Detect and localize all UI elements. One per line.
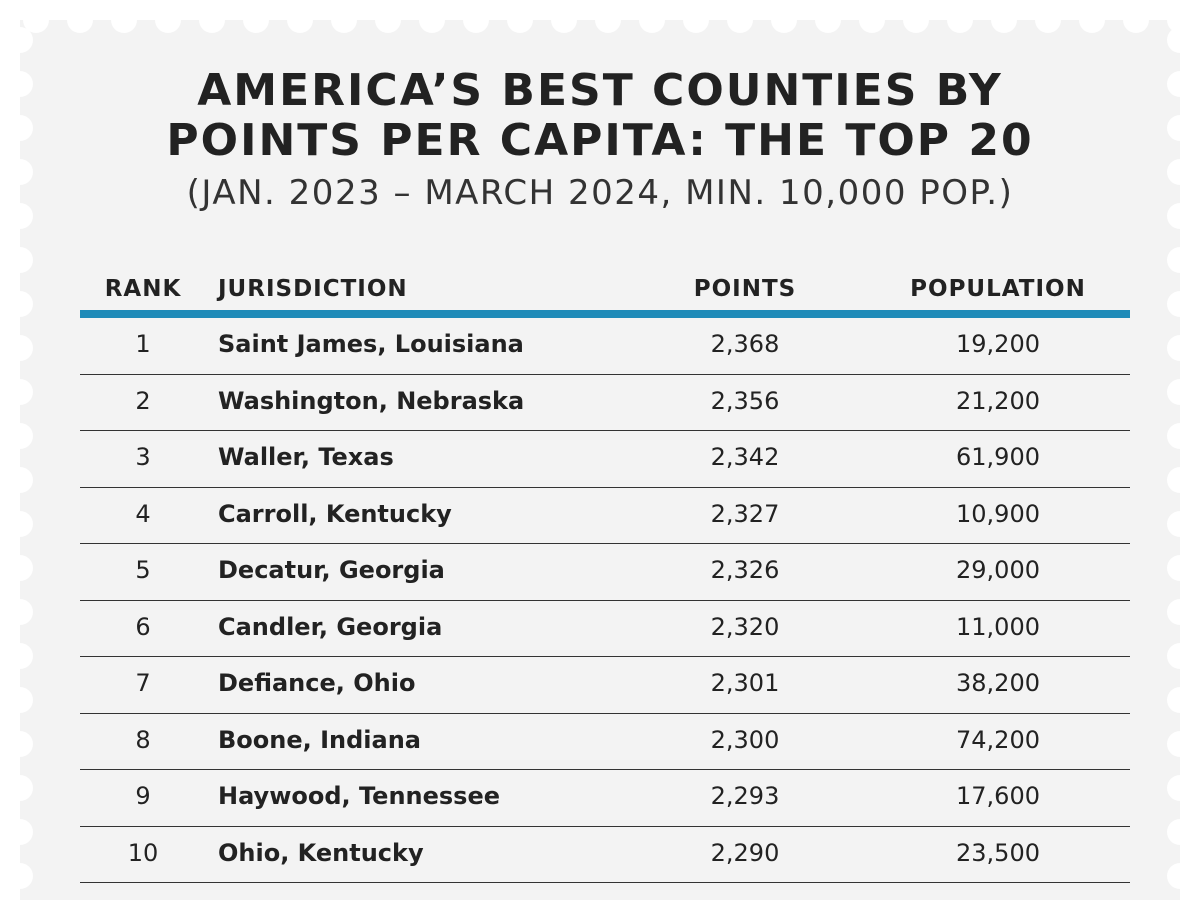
cell-rank: 7 <box>135 669 151 697</box>
cell-population: 11,000 <box>956 612 1040 641</box>
cell-jurisdiction: Carroll, Kentucky <box>218 499 452 528</box>
cell-rank: 8 <box>135 725 151 754</box>
cell-jurisdiction: Boone, Indiana <box>218 725 422 754</box>
cell-points: 2,290 <box>710 838 780 867</box>
cell-points: 2,327 <box>710 499 780 528</box>
cell-jurisdiction: Waller, Texas <box>218 443 394 471</box>
table-row: 3 Waller, Texas 2,342 61,900 <box>80 431 1130 488</box>
header-rank: RANK <box>104 276 182 302</box>
cell-rank: 10 <box>127 838 159 867</box>
cell-population: 23,500 <box>956 838 1040 867</box>
cell-rank: 6 <box>135 612 151 641</box>
cell-jurisdiction: Defiance, Ohio <box>218 669 416 697</box>
cell-population: 38,200 <box>956 669 1040 697</box>
cell-rank: 4 <box>135 499 151 528</box>
title-line-2: POINTS PER CAPITA: THE TOP 20 <box>166 115 1034 166</box>
cell-population: 61,900 <box>956 443 1040 471</box>
cell-rank: 3 <box>135 443 151 471</box>
cell-jurisdiction: Candler, Georgia <box>218 612 443 641</box>
cell-jurisdiction: Ohio, Kentucky <box>218 838 424 867</box>
cell-points: 2,320 <box>710 612 780 641</box>
rankings-table: RANK JURISDICTION POINTS POPULATION 1 Sai… <box>80 268 1130 883</box>
cell-points: 2,342 <box>710 443 780 471</box>
cell-points: 2,368 <box>710 330 780 358</box>
cell-population: 17,600 <box>956 782 1040 810</box>
table-body: 1 Saint James, Louisiana 2,368 19,200 2 Washi… <box>80 318 1130 883</box>
cell-points: 2,301 <box>710 669 780 697</box>
cell-points: 2,326 <box>710 556 780 584</box>
table-header: RANK JURISDICTION POINTS POPULATION <box>80 268 1130 318</box>
cell-population: 21,200 <box>956 386 1040 415</box>
header-points: POINTS <box>693 276 797 302</box>
cell-rank: 5 <box>135 556 151 584</box>
cell-rank: 2 <box>135 386 151 415</box>
cell-jurisdiction: Decatur, Georgia <box>218 556 445 584</box>
header-population: POPULATION <box>910 276 1086 302</box>
cell-points: 2,356 <box>710 386 780 415</box>
cell-points: 2,293 <box>710 782 780 810</box>
table-row: 6 Candler, Georgia 2,320 11,000 <box>80 601 1130 657</box>
header-jurisdiction: JURISDICTION <box>218 276 408 302</box>
cell-rank: 1 <box>135 330 151 358</box>
title-line-1: AMERICA’S BEST COUNTIES BY <box>197 65 1003 116</box>
cell-population: 19,200 <box>956 330 1040 358</box>
cell-points: 2,300 <box>710 725 780 754</box>
table-row: 5 Decatur, Georgia 2,326 29,000 <box>80 544 1130 601</box>
table-row: 7 Defiance, Ohio 2,301 38,200 <box>80 657 1130 714</box>
cell-jurisdiction: Haywood, Tennessee <box>218 782 501 810</box>
cell-rank: 9 <box>135 782 151 810</box>
table-row: 4 Carroll, Kentucky 2,327 10,900 <box>80 488 1130 544</box>
table-row: 8 Boone, Indiana 2,300 74,200 <box>80 714 1130 770</box>
cell-jurisdiction: Washington, Nebraska <box>218 386 525 415</box>
table-row: 2 Washington, Nebraska 2,356 21,200 <box>80 375 1130 431</box>
cell-population: 29,000 <box>956 556 1040 584</box>
cell-jurisdiction: Saint James, Louisiana <box>218 330 524 358</box>
page-subtitle: (JAN. 2023 – MARCH 2024, MIN. 10,000 POP… <box>186 173 1014 213</box>
page-title: AMERICA’S BEST COUNTIES BY POINTS PER CA… <box>0 66 1200 166</box>
table-row: 9 Haywood, Tennessee 2,293 17,600 <box>80 770 1130 827</box>
table-row: 1 Saint James, Louisiana 2,368 19,200 <box>80 318 1130 375</box>
table-row: 10 Ohio, Kentucky 2,290 23,500 <box>80 827 1130 883</box>
cell-population: 74,200 <box>956 725 1040 754</box>
cell-population: 10,900 <box>956 499 1040 528</box>
